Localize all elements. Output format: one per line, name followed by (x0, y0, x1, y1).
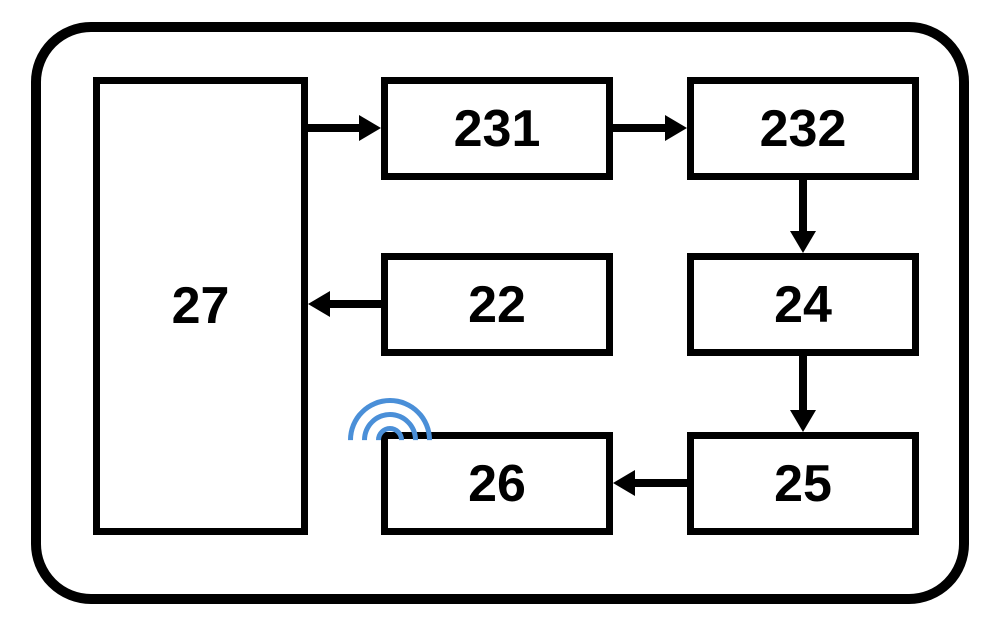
block-25: 25 (687, 432, 919, 535)
block-label: 24 (774, 275, 832, 335)
edge-line (799, 180, 807, 235)
edge-line (799, 356, 807, 414)
block-label: 22 (468, 275, 526, 335)
block-label: 232 (760, 99, 847, 159)
block-label: 26 (468, 454, 526, 514)
block-27: 27 (93, 77, 308, 535)
block-232: 232 (687, 77, 919, 180)
edge-line (326, 300, 381, 308)
edge-arrowhead (613, 470, 635, 496)
block-24: 24 (687, 253, 919, 356)
edge-arrowhead (790, 231, 816, 253)
edge-line (631, 479, 687, 487)
block-22: 22 (381, 253, 613, 356)
block-label: 25 (774, 454, 832, 514)
edge-arrowhead (665, 115, 687, 141)
block-label: 231 (454, 99, 541, 159)
block-231: 231 (381, 77, 613, 180)
edge-line (308, 124, 363, 132)
block-label: 27 (172, 276, 230, 336)
edge-arrowhead (308, 291, 330, 317)
edge-line (613, 124, 669, 132)
edge-arrowhead (359, 115, 381, 141)
edge-arrowhead (790, 410, 816, 432)
